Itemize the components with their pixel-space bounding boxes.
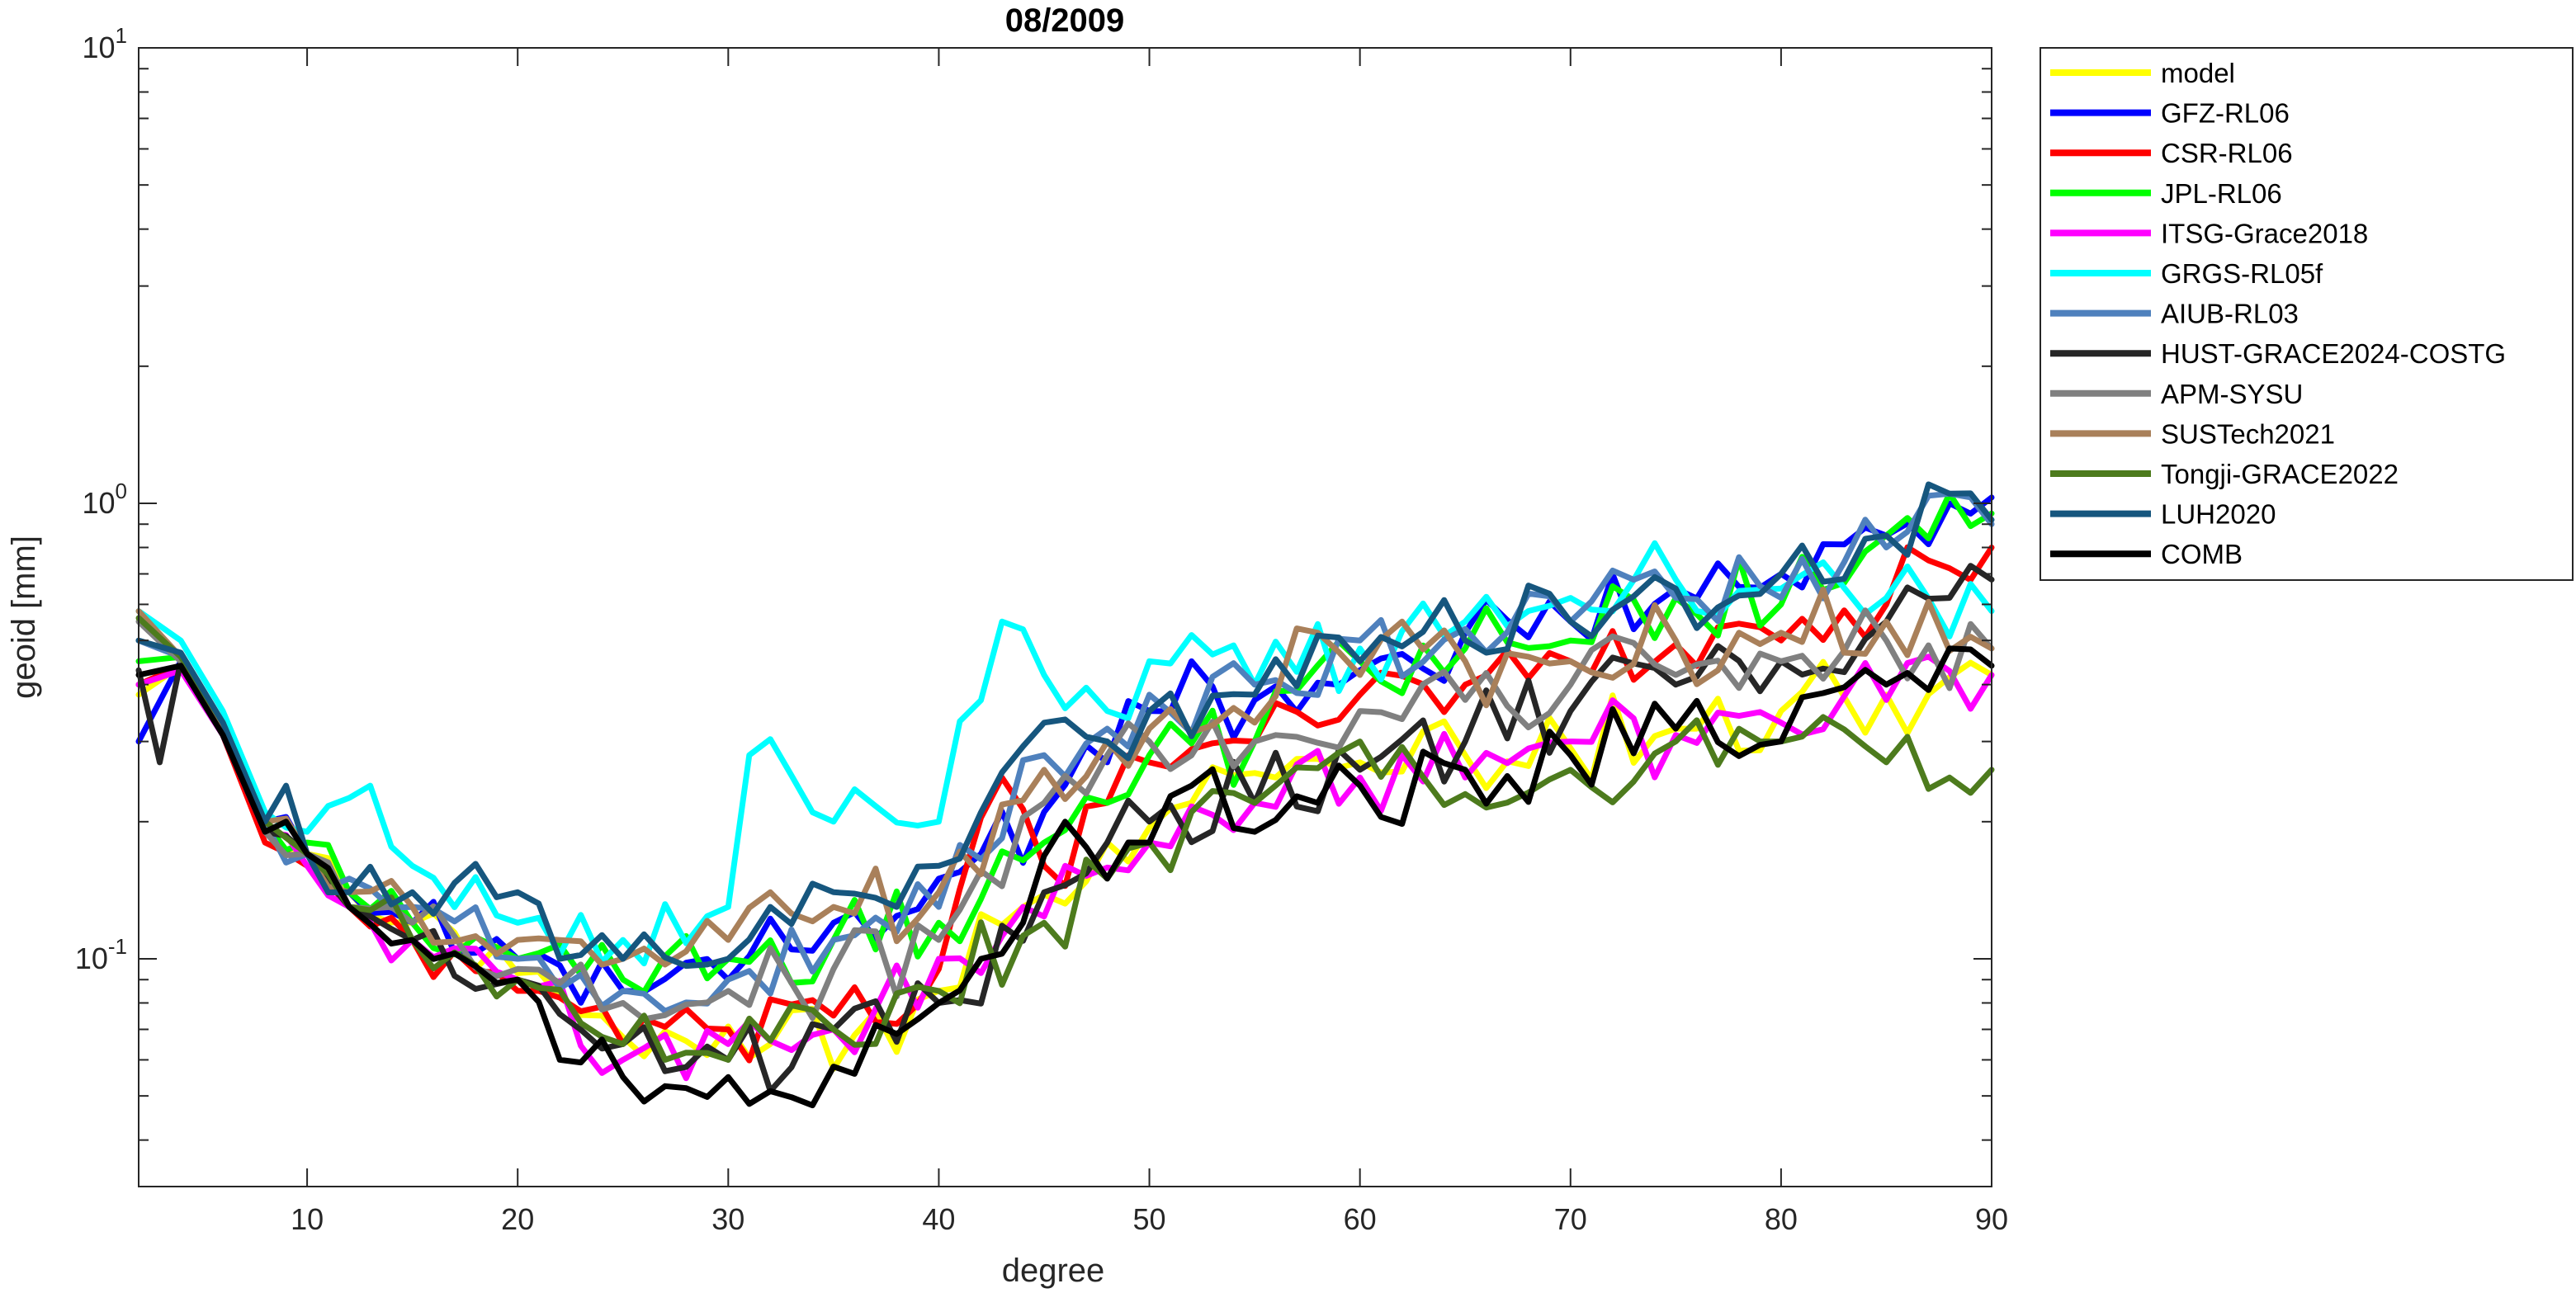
x-tick-label: 20 — [501, 1202, 534, 1236]
y-tick-label: 100 — [82, 479, 127, 520]
legend: model GFZ-RL06 CSR-RL06 JPL-RL06 ITSG-Grace2… — [2040, 47, 2574, 581]
legend-label-aiub-rl03: AIUB-RL03 — [2161, 299, 2299, 329]
series-line-luh2020 — [135, 481, 1995, 970]
x-axis-title: degree — [1002, 1253, 1105, 1289]
series-layer — [135, 481, 1995, 1109]
x-tick-label: 90 — [1975, 1202, 2008, 1236]
series-line-sustech2021 — [135, 586, 1995, 968]
legend-label-sustech2021: SUSTech2021 — [2161, 418, 2335, 449]
series-line-comb — [135, 645, 1995, 1109]
legend-label-luh2020: LUH2020 — [2161, 499, 2276, 530]
tick-layer: 10 20 30 40 50 60 70 80 90 10-1 100 101 — [75, 23, 2008, 1236]
series-line-csr-rl06 — [135, 544, 1995, 1064]
legend-label-csr-rl06: CSR-RL06 — [2161, 138, 2293, 168]
legend-label-comb: COMB — [2161, 539, 2243, 569]
series-line-tongji-grace2022 — [135, 615, 1995, 1063]
chart-title: 08/2009 — [1005, 2, 1125, 39]
plot-frame — [138, 47, 1992, 1187]
x-tick-label: 50 — [1133, 1202, 1166, 1236]
legend-label-jpl-rl06: JPL-RL06 — [2161, 178, 2282, 209]
y-tick-label: 10-1 — [75, 934, 127, 975]
legend-label-hust-grace2024-costg: HUST-GRACE2024-COSTG — [2161, 338, 2506, 369]
legend-label-tongji-grace2022: Tongji-GRACE2022 — [2161, 459, 2399, 489]
x-tick-label: 30 — [711, 1202, 744, 1236]
legend-label-gfz-rl06: GFZ-RL06 — [2161, 98, 2290, 129]
legend-label-grgs-rl05f: GRGS-RL05f — [2161, 258, 2323, 289]
legend-label-apm-sysu: APM-SYSU — [2161, 379, 2303, 409]
legend-label-itsg-grace2018: ITSG-Grace2018 — [2161, 218, 2368, 248]
x-tick-label: 60 — [1344, 1202, 1377, 1236]
x-tick-label: 40 — [922, 1202, 955, 1236]
legend-entries: model GFZ-RL06 CSR-RL06 JPL-RL06 ITSG-Grace2… — [2050, 58, 2506, 569]
legend-label-model: model — [2161, 58, 2235, 88]
x-tick-label: 80 — [1765, 1202, 1798, 1236]
y-tick-label: 101 — [82, 23, 127, 64]
y-axis-title: geoid [mm] — [6, 536, 42, 699]
x-tick-label: 10 — [291, 1202, 324, 1236]
series-line-apm-sysu — [135, 607, 1995, 1022]
x-tick-label: 70 — [1554, 1202, 1587, 1236]
